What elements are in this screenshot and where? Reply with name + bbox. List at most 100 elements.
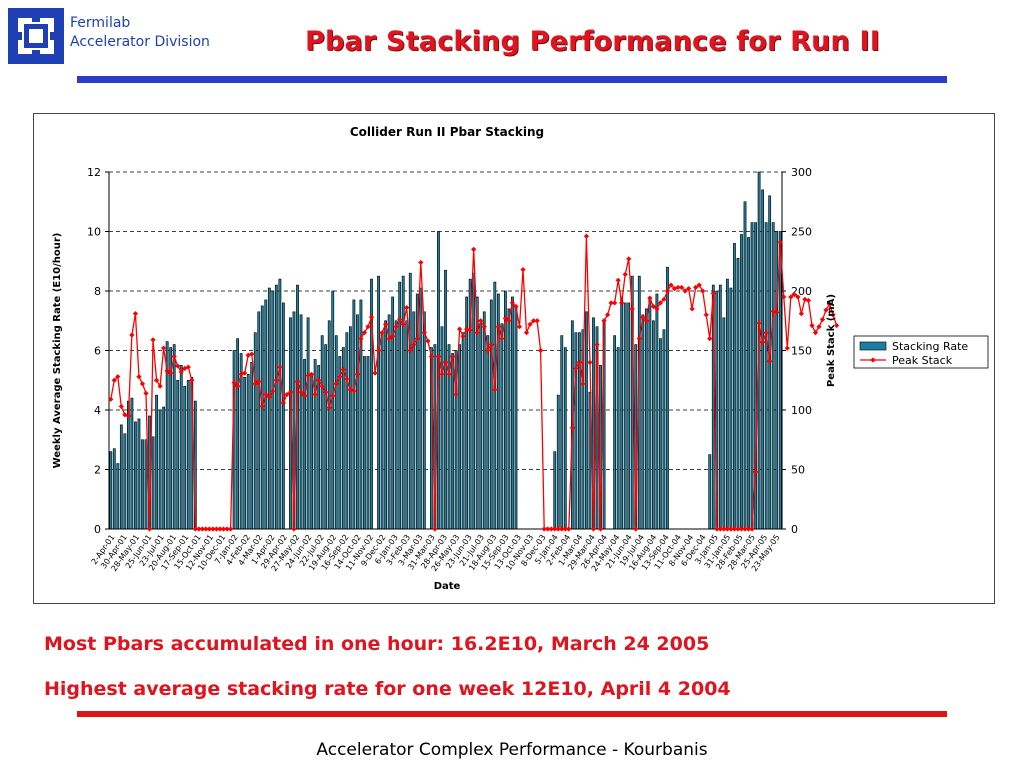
peak-stack-point: [291, 526, 297, 532]
peak-stack-point: [171, 353, 177, 360]
bar: [331, 290, 335, 530]
peak-stack-point: [492, 387, 498, 393]
legend-swatch-stacking-rate: [859, 341, 887, 351]
y-tick-label: 6: [94, 345, 101, 358]
peak-stack-point: [161, 345, 167, 351]
peak-stack-point: [590, 526, 597, 532]
bar: [419, 287, 423, 530]
peak-stack-point: [235, 383, 241, 389]
bar: [651, 320, 655, 530]
bar: [366, 356, 370, 530]
peak-stack-point: [337, 374, 343, 380]
chart-title: Collider Run II Pbar Stacking: [350, 125, 544, 139]
peak-stack-point: [442, 359, 449, 365]
bar: [722, 317, 726, 530]
y2-tick-label: 150: [791, 345, 812, 358]
peak-stack-point: [164, 368, 170, 374]
peak-stack-point: [372, 370, 378, 376]
bar: [348, 326, 352, 530]
note-most-pbars: Most Pbars accumulated in one hour: 16.2…: [44, 633, 710, 655]
peak-stack-point: [157, 383, 163, 389]
bar: [324, 344, 328, 530]
peak-stack-point: [146, 526, 153, 532]
peak-stack-point: [460, 333, 466, 339]
y-tick-label: 8: [94, 285, 101, 298]
peak-stack-point: [682, 288, 688, 294]
peak-stack-point: [330, 393, 336, 399]
peak-stack-point: [612, 300, 618, 306]
bar: [320, 335, 324, 530]
peak-stack-point: [312, 391, 318, 398]
bar: [239, 353, 243, 530]
bar: [327, 320, 331, 530]
peak-stack-point: [421, 330, 427, 336]
bar: [257, 311, 261, 530]
peak-stack-point: [294, 378, 301, 385]
peak-stack-point: [206, 526, 213, 532]
bar: [472, 272, 476, 530]
bar: [310, 373, 313, 530]
peak-stack-point: [316, 377, 322, 383]
peak-stack-point: [340, 366, 346, 373]
peak-stack-point: [270, 388, 276, 394]
bar: [384, 320, 387, 530]
peak-stack-point: [619, 300, 625, 306]
org-line-1: Fermilab: [70, 15, 131, 31]
bar: [267, 287, 271, 530]
peak-stack-point: [407, 347, 413, 354]
peak-stack-point: [397, 316, 403, 323]
peak-stack-point: [538, 347, 544, 354]
bar: [641, 314, 645, 530]
peak-stack-point: [439, 371, 445, 377]
peak-stack-point: [735, 526, 741, 532]
peak-stack-point: [478, 318, 484, 324]
peak-stack-point: [309, 371, 315, 377]
bar: [725, 278, 729, 530]
note-highest-rate: Highest average stacking rate for one we…: [44, 678, 731, 700]
peak-stack-point: [305, 372, 311, 379]
bar: [451, 353, 454, 530]
bar: [401, 275, 405, 530]
peak-stack-point: [249, 351, 255, 357]
peak-stack-point: [738, 526, 745, 532]
bar: [130, 397, 134, 530]
peak-stack-point: [816, 324, 822, 330]
y-tick-label: 2: [94, 464, 101, 477]
peak-stack-point: [347, 387, 353, 393]
bar: [493, 281, 497, 530]
peak-stack-point: [499, 336, 505, 342]
bar: [137, 418, 141, 530]
peak-stack-point: [217, 526, 223, 532]
peak-stack-point: [453, 391, 459, 398]
bar: [352, 299, 356, 530]
peak-stack-point: [523, 330, 530, 336]
bar: [479, 323, 483, 530]
peak-stack-point: [189, 377, 195, 383]
bar: [740, 234, 743, 530]
peak-stack-point: [583, 233, 590, 239]
peak-stack-point: [471, 246, 477, 252]
bar: [556, 394, 560, 530]
peak-stack-point: [686, 286, 692, 292]
peak-stack-point: [481, 324, 487, 330]
peak-stack-point: [819, 316, 826, 323]
peak-stack-point: [365, 324, 371, 330]
bar: [563, 347, 567, 530]
bar: [250, 362, 254, 530]
bar: [718, 284, 722, 530]
peak-stack-point: [552, 526, 558, 532]
peak-stack-point: [534, 318, 540, 324]
peak-stack-point: [633, 526, 639, 532]
peak-stack-point: [809, 322, 815, 329]
y-tick-label: 4: [94, 404, 101, 417]
bar: [648, 296, 652, 530]
bar: [761, 189, 765, 530]
bar: [616, 347, 620, 530]
legend-label-stacking-rate: Stacking Rate: [892, 340, 968, 353]
peak-stack-point: [597, 526, 604, 532]
peak-stack-point: [449, 353, 456, 360]
peak-stack-point: [259, 403, 265, 410]
peak-stack-point: [495, 324, 501, 330]
bar: [514, 305, 518, 530]
peak-stack-point: [213, 526, 220, 532]
